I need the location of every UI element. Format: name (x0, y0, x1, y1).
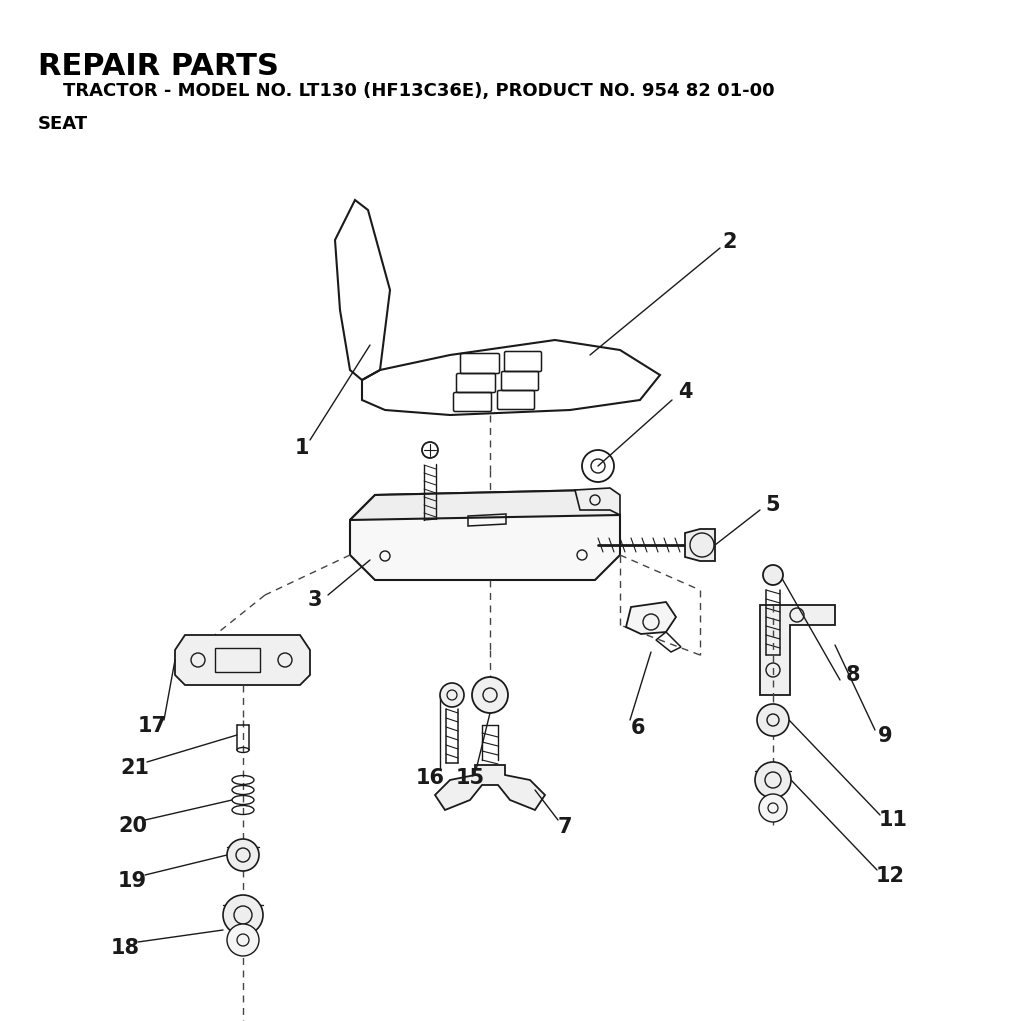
Text: 21: 21 (121, 758, 150, 778)
Circle shape (227, 839, 259, 871)
Text: 2: 2 (723, 232, 737, 252)
Text: 12: 12 (876, 866, 904, 886)
Text: 5: 5 (766, 495, 780, 515)
Circle shape (440, 683, 464, 707)
Circle shape (223, 895, 263, 935)
Polygon shape (575, 488, 620, 515)
Text: 4: 4 (678, 382, 692, 402)
Text: TRACTOR - MODEL NO. LT130 (HF13C36E), PRODUCT NO. 954 82 01-00: TRACTOR - MODEL NO. LT130 (HF13C36E), PR… (38, 82, 774, 100)
Circle shape (227, 924, 259, 956)
Text: 1: 1 (295, 438, 309, 458)
Text: 3: 3 (308, 590, 323, 610)
Text: 16: 16 (416, 768, 444, 788)
Text: 15: 15 (456, 768, 484, 788)
Text: 11: 11 (879, 810, 907, 830)
Text: 8: 8 (846, 665, 860, 685)
Polygon shape (626, 602, 676, 634)
Text: 7: 7 (558, 817, 572, 837)
Polygon shape (175, 635, 310, 685)
Polygon shape (350, 490, 620, 520)
Text: REPAIR PARTS: REPAIR PARTS (38, 52, 279, 81)
Text: 20: 20 (119, 816, 147, 836)
Polygon shape (685, 529, 715, 561)
Polygon shape (435, 765, 545, 810)
Circle shape (763, 565, 783, 585)
Text: 9: 9 (878, 726, 892, 746)
Polygon shape (350, 490, 620, 580)
Circle shape (759, 794, 787, 822)
Text: 17: 17 (137, 716, 167, 736)
Polygon shape (760, 605, 835, 695)
Text: 18: 18 (111, 938, 139, 958)
Circle shape (472, 677, 508, 713)
Text: 6: 6 (631, 718, 645, 738)
Circle shape (755, 762, 791, 798)
Text: 19: 19 (118, 871, 146, 891)
Text: SEAT: SEAT (38, 115, 88, 133)
Circle shape (757, 704, 790, 736)
